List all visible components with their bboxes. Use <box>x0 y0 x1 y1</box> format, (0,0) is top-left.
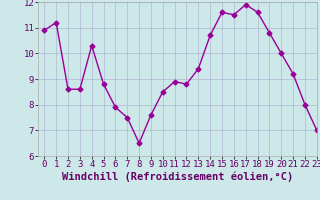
X-axis label: Windchill (Refroidissement éolien,°C): Windchill (Refroidissement éolien,°C) <box>62 172 293 182</box>
